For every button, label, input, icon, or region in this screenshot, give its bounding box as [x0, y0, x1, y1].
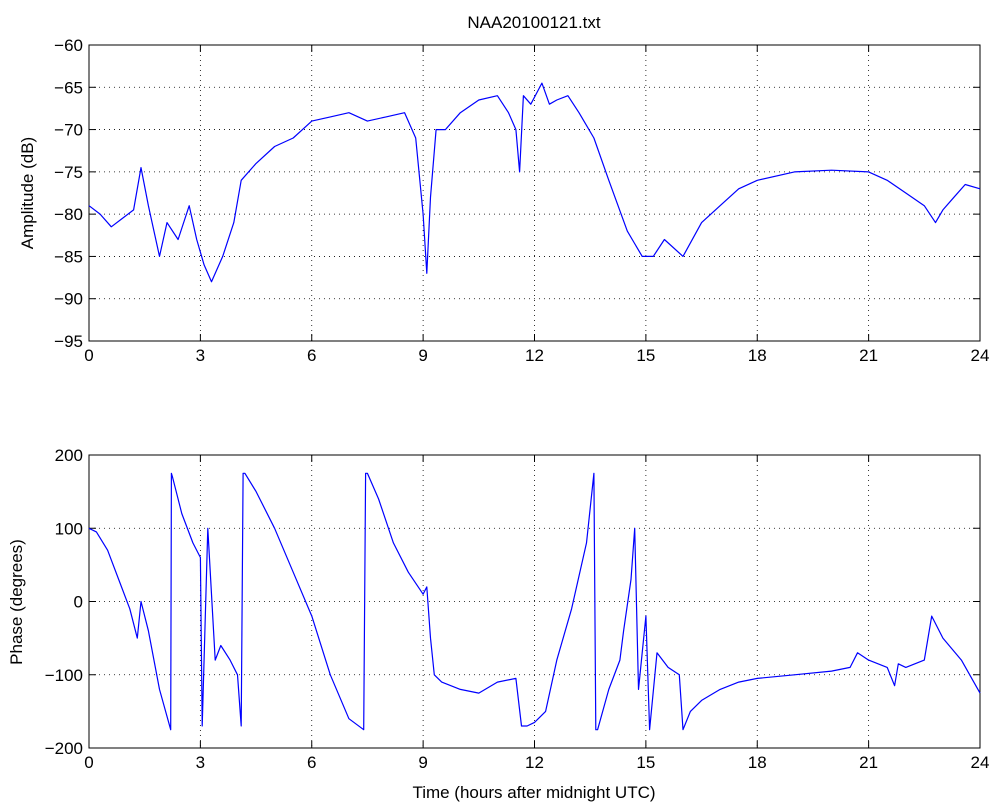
amplitude-x-tick-label: 18: [748, 346, 767, 365]
phase-series-line: [88, 472, 981, 731]
amplitude-y-tick-label: −65: [54, 78, 83, 97]
phase-ticks: 0 3 6 9 12 15 18 21 24 −200 −100 0 100 200: [45, 446, 990, 772]
figure-title: NAA20100121.txt: [467, 13, 601, 32]
phase-y-axis-label: Phase (degrees): [7, 539, 26, 665]
amplitude-y-tick-label: −75: [54, 163, 83, 182]
amplitude-x-tick-label: 15: [636, 346, 655, 365]
amplitude-x-tick-label: 24: [971, 346, 990, 365]
phase-y-tick-label: −200: [45, 739, 83, 758]
amplitude-y-tick-label: −85: [54, 247, 83, 266]
x-axis-label: Time (hours after midnight UTC): [412, 783, 655, 802]
amplitude-panel: 0 3 6 9 12 15 18 21 24 −95 −90 −85 −80 −75 −70 −65 −60 A…: [18, 36, 989, 365]
amplitude-series-line: [88, 82, 981, 283]
amplitude-ticks: 0 3 6 9 12 15 18 21 24 −95 −90 −85 −80 −75 −70 −65 −60: [54, 36, 989, 365]
phase-x-tick-label: 3: [196, 753, 205, 772]
phase-x-tick-label: 21: [859, 753, 878, 772]
phase-x-tick-label: 18: [748, 753, 767, 772]
phase-x-tick-label: 9: [418, 753, 427, 772]
phase-x-tick-label: 24: [971, 753, 990, 772]
amplitude-y-tick-label: −70: [54, 121, 83, 140]
amplitude-y-tick-label: −60: [54, 36, 83, 55]
amplitude-x-tick-label: 9: [418, 346, 427, 365]
amplitude-x-tick-label: 12: [525, 346, 544, 365]
amplitude-grid: [89, 45, 980, 341]
amplitude-y-tick-label: −90: [54, 290, 83, 309]
phase-x-tick-label: 0: [84, 753, 93, 772]
phase-y-tick-label: 200: [55, 446, 83, 465]
phase-x-tick-label: 15: [636, 753, 655, 772]
amplitude-x-tick-label: 3: [196, 346, 205, 365]
amplitude-x-tick-label: 0: [84, 346, 93, 365]
phase-y-tick-label: 100: [55, 519, 83, 538]
amplitude-x-tick-label: 21: [859, 346, 878, 365]
amplitude-y-tick-label: −80: [54, 205, 83, 224]
phase-x-tick-label: 12: [525, 753, 544, 772]
phase-grid: [89, 455, 980, 748]
amplitude-y-tick-label: −95: [54, 332, 83, 351]
phase-y-tick-label: −100: [45, 666, 83, 685]
amplitude-y-axis-label: Amplitude (dB): [18, 137, 37, 249]
phase-y-tick-label: 0: [74, 593, 83, 612]
phase-x-tick-label: 6: [307, 753, 316, 772]
amplitude-x-tick-label: 6: [307, 346, 316, 365]
phase-panel: 0 3 6 9 12 15 18 21 24 −200 −100 0 100 200 Phase (deg…: [7, 446, 989, 772]
